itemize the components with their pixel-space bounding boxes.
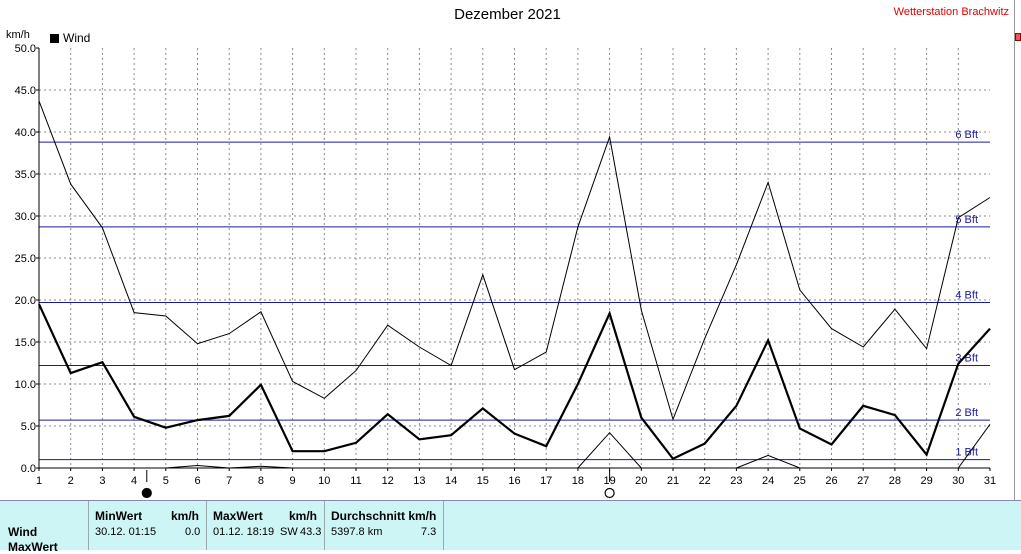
x-tick-label: 22	[699, 475, 711, 487]
x-tick-label: 17	[540, 475, 552, 487]
x-tick-label: 12	[382, 475, 394, 487]
x-tick-label: 11	[350, 475, 361, 487]
grid	[39, 48, 990, 468]
beaufort-label: 4 Bft	[955, 290, 978, 302]
x-tick-label: 31	[984, 475, 996, 487]
min-column: MinWert km/h 30.12. 01:15 0.0	[88, 501, 207, 550]
max-datetime: 01.12. 18:19	[213, 526, 274, 538]
y-tick-label: 50.0	[15, 43, 36, 55]
avg-header: Durchschnitt km/h	[331, 509, 436, 523]
right-scrollbar[interactable]	[1014, 0, 1021, 500]
legend-label: Wind	[63, 31, 90, 45]
row-label-wind: Wind	[8, 525, 37, 539]
y-tick-label: 15.0	[15, 337, 36, 349]
new-moon-icon	[142, 489, 151, 498]
beaufort-label: 2 Bft	[955, 407, 978, 419]
x-tick-label: 20	[635, 475, 647, 487]
min-header: MinWert	[95, 509, 142, 523]
y-tick-label: 45.0	[15, 85, 36, 97]
avg-distance: 5397.8 km	[331, 526, 382, 538]
station-name: Wetterstation Brachwitz	[894, 6, 1009, 18]
y-tick-label: 20.0	[15, 295, 36, 307]
min-unit: km/h	[171, 509, 199, 523]
x-tick-label: 26	[825, 475, 837, 487]
x-tick-label: 27	[857, 475, 869, 487]
x-tick-label: 18	[572, 475, 584, 487]
avg-column: Durchschnitt km/h 5397.8 km 7.3	[324, 501, 444, 550]
x-tick-label: 29	[920, 475, 932, 487]
y-tick-label: 30.0	[15, 211, 36, 223]
x-tick-label: 30	[952, 475, 964, 487]
chart-title: Dezember 2021	[0, 6, 1015, 23]
max-value: 43.3	[300, 526, 321, 538]
min-value: 0.0	[185, 526, 200, 538]
y-tick-label: 10.0	[15, 379, 36, 391]
x-tick-label: 28	[889, 475, 901, 487]
min-datetime: 30.12. 01:15	[95, 526, 156, 538]
max-unit: km/h	[289, 509, 317, 523]
full-moon-icon	[605, 489, 614, 498]
x-tick-label: 9	[290, 475, 296, 487]
x-tick-label: 1	[36, 475, 42, 487]
beaufort-label: 5 Bft	[955, 214, 978, 226]
y-tick-label: 40.0	[15, 127, 36, 139]
x-tick-label: 25	[794, 475, 806, 487]
close-icon[interactable]	[1015, 33, 1021, 41]
x-tick-label: 2	[68, 475, 74, 487]
x-tick-label: 13	[413, 475, 425, 487]
x-tick-label: 16	[508, 475, 520, 487]
legend-swatch	[50, 34, 59, 43]
x-tick-label: 7	[226, 475, 232, 487]
x-tick-label: 8	[258, 475, 264, 487]
max-column: MaxWert km/h 01.12. 18:19 SW 43.3	[206, 501, 325, 550]
max-header: MaxWert	[213, 509, 263, 523]
beaufort-label: 6 Bft	[955, 129, 978, 141]
x-tick-label: 6	[194, 475, 200, 487]
y-axis-unit: km/h	[6, 29, 30, 41]
row-label-maxwert: MaxWert	[8, 540, 58, 554]
x-tick-label: 10	[318, 475, 330, 487]
x-tick-label: 21	[667, 475, 679, 487]
avg-value: 7.3	[421, 526, 436, 538]
x-tick-label: 5	[163, 475, 169, 487]
y-tick-label: 5.0	[21, 421, 36, 433]
y-tick-label: 35.0	[15, 169, 36, 181]
x-tick-label: 15	[477, 475, 489, 487]
x-tick-label: 23	[730, 475, 742, 487]
legend: Wind	[50, 31, 90, 45]
x-tick-label: 3	[99, 475, 105, 487]
stats-footer: Wind MaxWert MinWert km/h 30.12. 01:15 0…	[0, 500, 1021, 550]
x-tick-label: 4	[131, 475, 137, 487]
y-tick-label: 0.0	[21, 463, 36, 475]
max-direction: SW	[280, 526, 298, 538]
x-tick-label: 14	[445, 475, 457, 487]
x-tick-label: 24	[762, 475, 774, 487]
y-tick-label: 25.0	[15, 253, 36, 265]
